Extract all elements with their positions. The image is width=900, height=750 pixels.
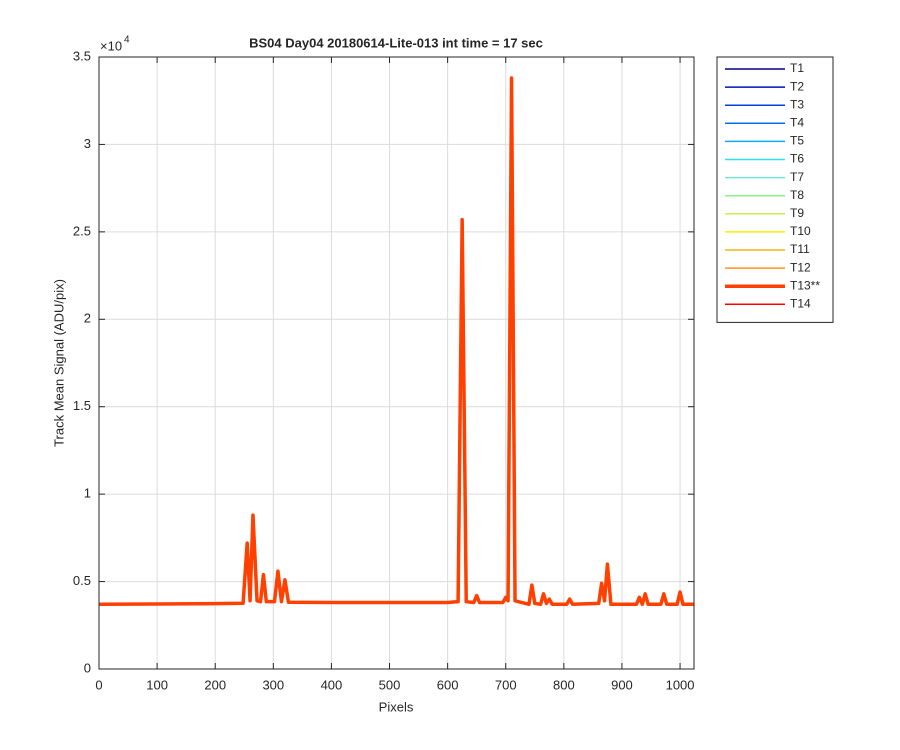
data-line: [98, 76, 694, 607]
chart-title: BS04 Day04 20180614-Lite-013 int time = …: [249, 35, 543, 50]
y-tick-label: 1: [84, 486, 91, 501]
legend-label: T1: [790, 61, 804, 75]
legend-label: T8: [790, 188, 804, 202]
x-tick-label: 0: [95, 677, 102, 692]
y-tick-label: 0: [84, 660, 91, 675]
x-tick-label: 300: [262, 677, 284, 692]
legend-label: T9: [790, 206, 804, 220]
y-axis-label: Track Mean Signal (ADU/pix): [51, 279, 66, 447]
legend-label: T2: [790, 79, 804, 93]
y-tick-label: 3: [84, 136, 91, 151]
y-tick-label: 0.5: [73, 573, 91, 588]
x-tick-label: 100: [146, 677, 168, 692]
x-tick-label: 600: [437, 677, 459, 692]
legend-label: T14: [790, 296, 811, 310]
y-tick-label: 2.5: [73, 223, 91, 238]
legend-box: [716, 56, 834, 323]
x-tick-label: 400: [321, 677, 343, 692]
x-tick-label: 200: [204, 677, 226, 692]
y-multiplier-exponent: 4: [124, 35, 130, 46]
legend-label: T4: [790, 115, 804, 129]
y-tick-label: 1.5: [73, 398, 91, 413]
legend-label: T11: [790, 242, 810, 256]
legend-label: T12: [790, 260, 811, 274]
x-tick-label: 500: [379, 677, 401, 692]
legend-label: T10: [790, 224, 811, 238]
y-multiplier: ×10: [100, 38, 122, 53]
legend-label: T5: [790, 134, 804, 148]
axes-box: [98, 56, 695, 670]
y-tick-label: 2: [84, 311, 91, 326]
x-tick-label: 900: [611, 677, 633, 692]
x-axis-label: Pixels: [379, 699, 414, 714]
legend-label: T3: [790, 97, 804, 111]
legend-label: T6: [790, 152, 804, 166]
x-tick-label: 1000: [666, 677, 695, 692]
legend-label: T7: [790, 170, 804, 184]
legend-label: T13**: [790, 278, 820, 292]
x-tick-label: 700: [495, 677, 517, 692]
x-tick-label: 800: [553, 677, 575, 692]
y-tick-label: 3.5: [73, 48, 91, 63]
plot-area: [99, 57, 694, 669]
